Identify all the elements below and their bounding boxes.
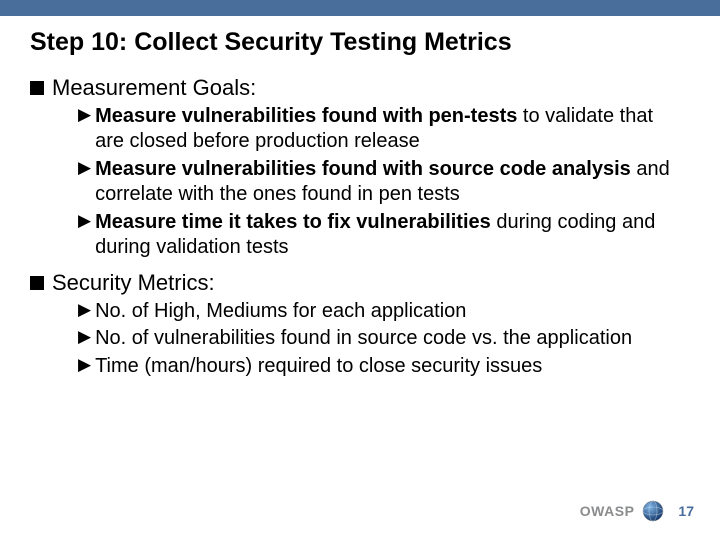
list-item: ▶ Measure time it takes to fix vulnerabi… [78,210,678,261]
list-item: ▶ Measure vulnerabilities found with pen… [78,104,678,155]
triangle-bullet-icon: ▶ [78,157,91,179]
triangle-bullet-icon: ▶ [78,354,91,376]
slide: Step 10: Collect Security Testing Metric… [0,0,720,540]
triangle-bullet-icon: ▶ [78,210,91,232]
section-heading-text: Security Metrics: [52,269,215,297]
slide-content: Measurement Goals: ▶ Measure vulnerabili… [30,74,678,383]
list-item-text: No. of High, Mediums for each applicatio… [95,299,466,325]
list-item: ▶ No. of vulnerabilities found in source… [78,326,678,352]
section-items: ▶ Measure vulnerabilities found with pen… [78,104,678,262]
triangle-bullet-icon: ▶ [78,326,91,348]
list-item-text: Time (man/hours) required to close secur… [95,354,542,380]
square-bullet-icon [30,81,44,95]
top-bar [0,0,720,16]
list-item: ▶ Time (man/hours) required to close sec… [78,354,678,380]
page-number: 17 [678,503,694,519]
globe-logo-icon [642,500,664,522]
section-heading: Security Metrics: [30,269,678,297]
list-item: ▶ No. of High, Mediums for each applicat… [78,299,678,325]
footer: OWASP 17 [580,500,694,522]
list-item: ▶ Measure vulnerabilities found with sou… [78,157,678,208]
section-heading: Measurement Goals: [30,74,678,102]
section-heading-text: Measurement Goals: [52,74,256,102]
list-item-text: Measure vulnerabilities found with sourc… [95,157,678,208]
list-item-text: Measure vulnerabilities found with pen-t… [95,104,678,155]
list-item-text: Measure time it takes to fix vulnerabili… [95,210,678,261]
slide-title: Step 10: Collect Security Testing Metric… [30,28,690,57]
footer-brand: OWASP [580,503,635,519]
triangle-bullet-icon: ▶ [78,104,91,126]
list-item-text: No. of vulnerabilities found in source c… [95,326,632,352]
triangle-bullet-icon: ▶ [78,299,91,321]
square-bullet-icon [30,276,44,290]
section-items: ▶ No. of High, Mediums for each applicat… [78,299,678,380]
